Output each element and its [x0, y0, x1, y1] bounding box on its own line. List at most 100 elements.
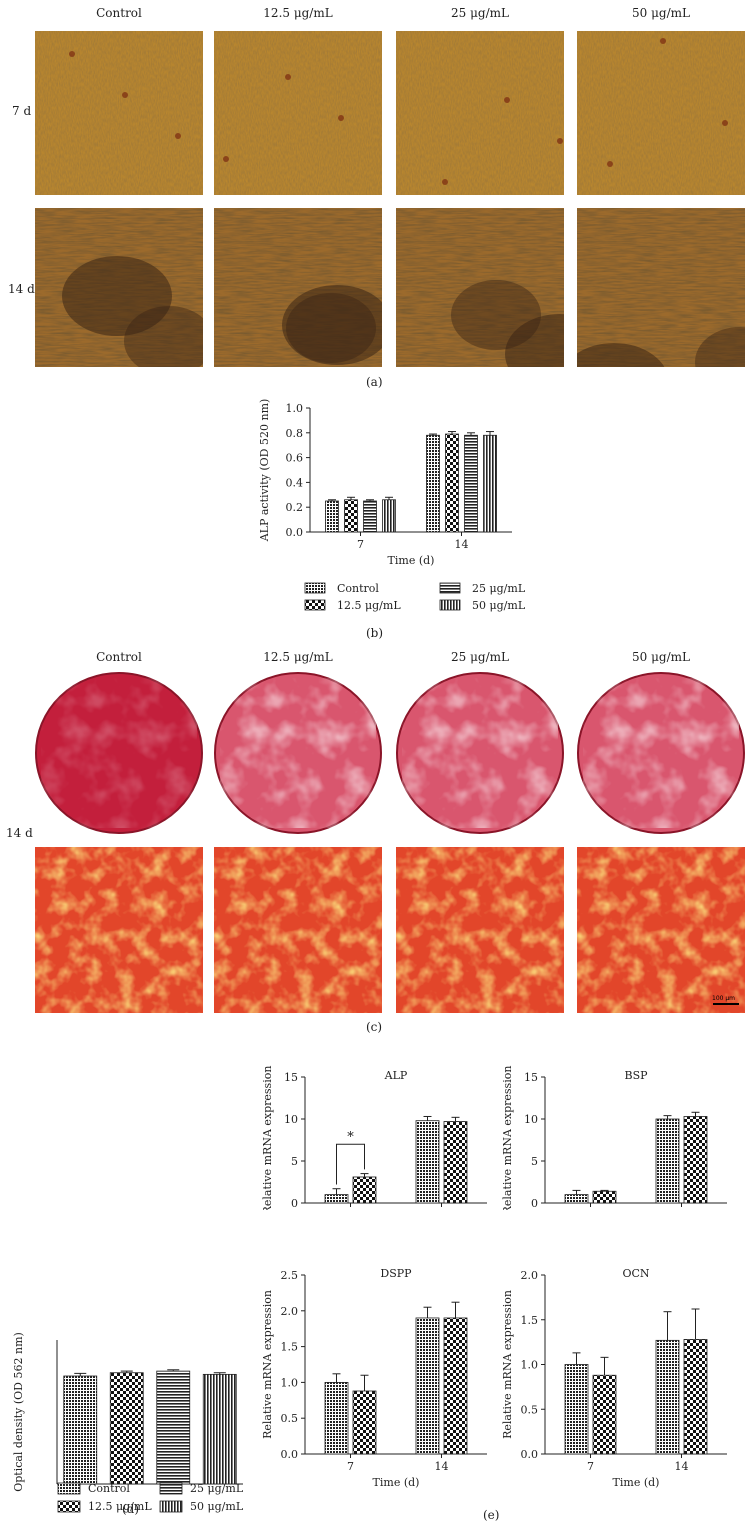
y-axis-label: ALP activity (OD 520 nm)	[258, 399, 271, 543]
chart-title: OCN	[622, 1267, 649, 1280]
alp-7d-image-2	[214, 31, 382, 195]
y-axis-label: Optical density (OD 562 nm)	[12, 1332, 25, 1492]
x-tick-label: 14	[675, 1460, 689, 1473]
alizarin-dish-image-1	[35, 672, 203, 834]
y-tick-label: 5	[531, 1155, 538, 1168]
y-tick-label: 1.0	[521, 1359, 539, 1372]
y-tick-label: 0	[291, 1197, 298, 1210]
x-tick-label: 7	[347, 1209, 354, 1210]
caption-b: (b)	[366, 626, 384, 640]
row-label-14d: 14 d	[8, 282, 35, 296]
alp-7d-image-4	[577, 31, 745, 195]
chart-title: ALP	[384, 1069, 408, 1082]
y-tick-label: 1.0	[281, 1376, 299, 1389]
significance-star: *	[347, 1130, 354, 1145]
alizarin-micro-image-4	[577, 847, 745, 1013]
bar-alp_activity-1-0	[344, 499, 358, 533]
col-header-25: 25 μg/mL	[451, 6, 509, 20]
bar-bsp_mrna-0-1	[655, 1118, 680, 1204]
legend-swatch	[159, 1482, 183, 1495]
y-tick-label: 15	[284, 1071, 298, 1084]
x-tick-label: 14	[675, 1209, 689, 1210]
c-col-header-25: 25 μg/mL	[451, 650, 509, 664]
bar-alp_mrna-0-1	[415, 1120, 440, 1204]
scalebar	[713, 1003, 739, 1005]
y-tick-label: 0.8	[286, 427, 304, 440]
x-tick-label: 7	[587, 1209, 594, 1210]
bar-ocn_mrna-1-1	[683, 1339, 708, 1455]
legend-label: 50 μg/mL	[472, 599, 526, 612]
y-tick-label: 0.5	[521, 1403, 539, 1416]
y-tick-label: 2.5	[281, 1269, 299, 1282]
od-bar-2	[156, 1370, 191, 1485]
od-bar-3	[202, 1373, 237, 1485]
caption-a: (a)	[366, 375, 383, 389]
legend-swatch	[439, 599, 461, 611]
y-tick-label: 1.5	[521, 1314, 539, 1327]
y-tick-label: 0.4	[286, 476, 304, 489]
bar-alp_activity-2-1	[464, 434, 478, 533]
bar-bsp_mrna-1-0	[592, 1190, 617, 1204]
alizarin-dish-image-3	[396, 672, 564, 834]
x-tick-label: 7	[587, 1460, 594, 1473]
legend-swatch	[304, 582, 326, 594]
legend-swatch	[159, 1500, 183, 1513]
y-tick-label: 1.5	[281, 1341, 299, 1354]
bar-dspp_mrna-1-1	[443, 1317, 468, 1455]
bar-ocn_mrna-0-0	[564, 1364, 589, 1455]
col-header-50: 50 μg/mL	[632, 6, 690, 20]
row-label-7d: 7 d	[12, 104, 32, 118]
bar-dspp_mrna-0-0	[324, 1381, 349, 1455]
y-axis-label: Relative mRNA expression	[261, 1066, 274, 1210]
c-col-header-50: 50 μg/mL	[632, 650, 690, 664]
alizarin-micro-image-3	[396, 847, 564, 1013]
bar-bsp_mrna-0-0	[564, 1194, 589, 1204]
y-tick-label: 0.2	[286, 501, 304, 514]
bar-ocn_mrna-0-1	[655, 1339, 680, 1455]
caption-e: (e)	[483, 1508, 500, 1522]
alp-14d-image-2	[214, 208, 382, 367]
bar-alp_mrna-0-0	[324, 1194, 349, 1204]
caption-c: (c)	[366, 1020, 383, 1034]
alp-14d-image-4	[577, 208, 745, 367]
y-axis-label: Relative mRNA expression	[261, 1290, 274, 1439]
dspp-mrna-chart: 0.0 0.5 1.0 1.5 2.0 2.5 Relative mRNA expressi…	[261, 1267, 487, 1489]
alp-14d-image-3	[396, 208, 564, 367]
alp-14d-image-1	[35, 208, 203, 367]
bar-alp_mrna-1-0	[352, 1176, 377, 1204]
bar-alp_activity-2-0	[363, 500, 377, 533]
bar-dspp_mrna-1-0	[352, 1390, 377, 1455]
c-col-header-control: Control	[96, 650, 142, 664]
significance-bracket	[336, 1143, 365, 1185]
legend-swatch	[304, 599, 326, 611]
x-tick-label: 14	[435, 1209, 449, 1210]
legend-swatch	[57, 1482, 81, 1495]
alizarin-micro-image-2	[214, 847, 382, 1013]
y-tick-label: 2.0	[281, 1305, 299, 1318]
bar-dspp_mrna-0-1	[415, 1317, 440, 1455]
alizarin-micro-image-1	[35, 847, 203, 1013]
y-tick-label: 1.0	[286, 402, 304, 415]
legend-label: 25 μg/mL	[472, 582, 526, 595]
alizarin-dish-image-4	[577, 672, 745, 834]
bar-alp_activity-0-1	[426, 434, 440, 533]
x-axis-label: Time (d)	[373, 1476, 420, 1489]
legend-swatch	[439, 582, 461, 594]
y-tick-label: 10	[524, 1113, 538, 1126]
c-col-header-12-5: 12.5 μg/mL	[263, 650, 333, 664]
bar-ocn_mrna-1-0	[592, 1374, 617, 1455]
x-tick-label: 14	[455, 538, 469, 551]
y-tick-label: 0.0	[521, 1448, 539, 1461]
x-tick-label: 14	[435, 1460, 449, 1473]
y-tick-label: 0.0	[286, 526, 304, 539]
y-tick-label: 0.5	[281, 1412, 299, 1425]
col-header-control: Control	[96, 6, 142, 20]
legend-label: 12.5 μg/mL	[337, 599, 401, 612]
y-tick-label: 15	[524, 1071, 538, 1084]
bar-bsp_mrna-1-1	[683, 1116, 708, 1204]
x-tick-label: 7	[357, 538, 364, 551]
legend-label: Control	[337, 582, 379, 595]
col-header-12-5: 12.5 μg/mL	[263, 6, 333, 20]
